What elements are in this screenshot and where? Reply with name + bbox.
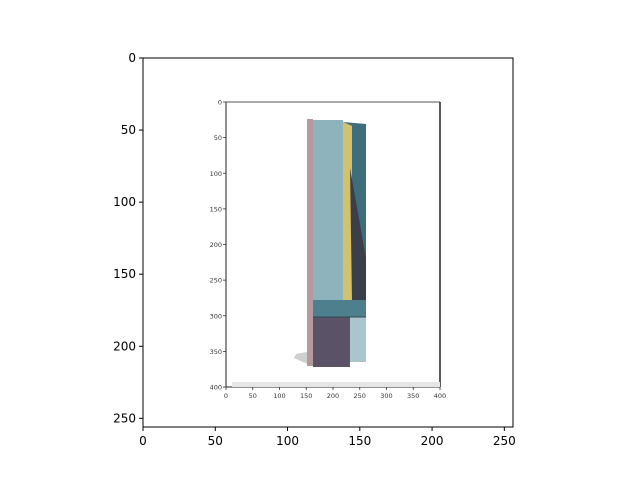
- left-pole: [307, 119, 313, 366]
- inner-x-tick-label: 150: [300, 392, 312, 400]
- inner-y-ticks: 0 50 100 150 200 250 300 350 400: [210, 99, 226, 392]
- inner-x-tick-label: 0: [224, 392, 228, 400]
- y-tick-label: 0: [128, 51, 136, 65]
- inner-y-tick-label: 350: [210, 348, 222, 356]
- inner-x-tick-label: 250: [354, 392, 366, 400]
- inner-x-ticks: 0 50 100 150 200 250 300 350 400: [224, 387, 446, 400]
- axes-frame: [142, 57, 514, 428]
- x-tick-label: 50: [208, 434, 223, 448]
- inner-x-tick-label: 50: [249, 392, 257, 400]
- image-floor-strip: [232, 382, 440, 387]
- y-tick-label: 150: [113, 267, 136, 281]
- inner-y-tick-label: 50: [214, 134, 222, 142]
- y-tick-label: 50: [121, 123, 136, 137]
- inner-x-tick-label: 200: [327, 392, 339, 400]
- x-tick-label: 100: [276, 434, 299, 448]
- y-tick-label: 250: [113, 411, 136, 425]
- y-axis-ticks: 0 50 100 150 200 250: [113, 51, 143, 425]
- inner-y-tick-label: 200: [210, 241, 222, 249]
- light-teal-panel: [313, 120, 343, 301]
- x-tick-label: 200: [421, 434, 444, 448]
- pale-blue-panel: [350, 317, 366, 362]
- y-tick-label: 100: [113, 195, 136, 209]
- inner-y-tick-label: 150: [210, 205, 222, 213]
- x-tick-label: 250: [493, 434, 516, 448]
- x-tick-label: 150: [348, 434, 371, 448]
- teal-band: [313, 300, 366, 317]
- inner-y-tick-label: 250: [210, 277, 222, 285]
- inner-y-tick-label: 100: [210, 170, 222, 178]
- y-tick-label: 200: [113, 339, 136, 353]
- charcoal-wedge: [350, 168, 366, 301]
- inner-y-tick-label: 300: [210, 312, 222, 320]
- embedded-image: 0 50 100 150 200 250 300 350 400 0 50 100 150 200 250…: [199, 99, 446, 400]
- inner-x-tick-label: 300: [380, 392, 392, 400]
- inner-x-tick-label: 400: [434, 392, 446, 400]
- x-axis-ticks: 0 50 100 150 200 250: [139, 427, 516, 448]
- purple-gray-panel: [313, 317, 350, 367]
- x-tick-label: 0: [139, 434, 147, 448]
- inner-x-tick-label: 100: [273, 392, 285, 400]
- inner-x-tick-label: 350: [407, 392, 419, 400]
- inner-y-tick-label: 0: [218, 99, 222, 107]
- inner-y-tick-label: 400: [210, 384, 222, 392]
- mustard-stripe: [343, 122, 352, 301]
